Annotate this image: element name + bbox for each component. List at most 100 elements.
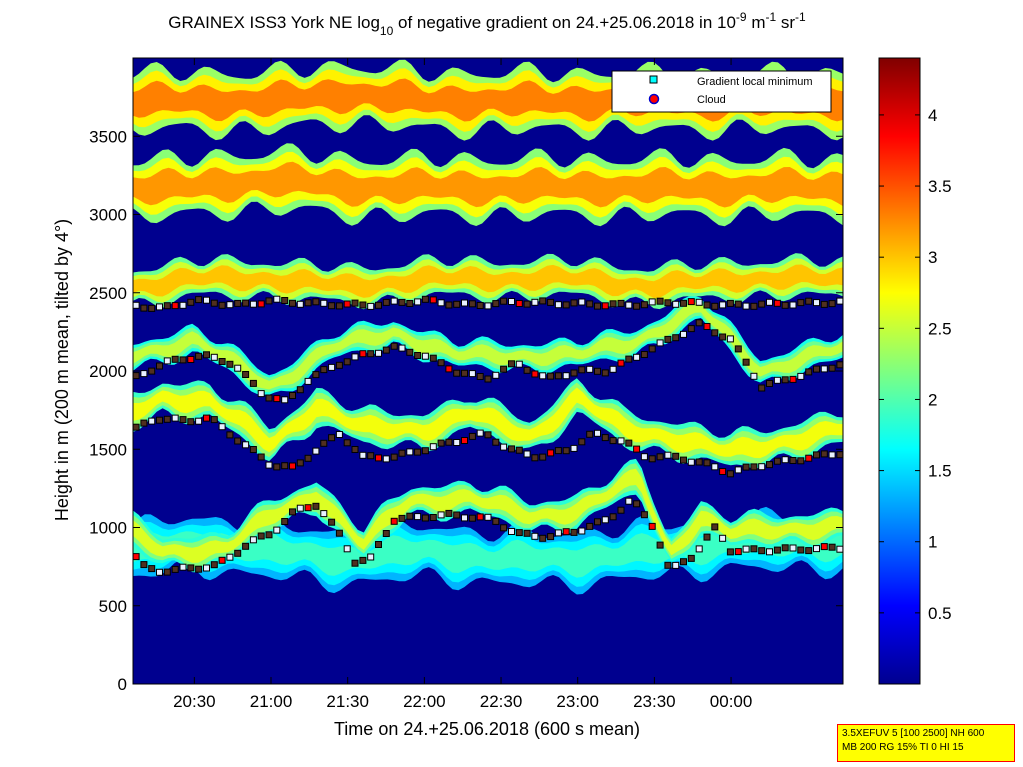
gradient-minimum-marker xyxy=(273,526,281,534)
y-tick-label: 0 xyxy=(118,675,127,694)
gradient-minimum-marker xyxy=(468,432,476,440)
gradient-minimum-marker xyxy=(328,302,336,310)
gradient-minimum-marker xyxy=(171,355,179,363)
gradient-minimum-marker xyxy=(523,450,531,458)
gradient-minimum-marker xyxy=(382,346,390,354)
gradient-minimum-marker xyxy=(726,299,734,307)
gradient-minimum-marker xyxy=(171,565,179,573)
gradient-minimum-marker xyxy=(249,536,257,544)
x-tick-label: 22:00 xyxy=(403,692,446,711)
gradient-minimum-marker xyxy=(281,462,289,470)
gradient-minimum-marker xyxy=(750,372,758,380)
gradient-minimum-marker xyxy=(539,297,547,305)
gradient-minimum-marker xyxy=(140,419,148,427)
gradient-minimum-marker xyxy=(820,450,828,458)
gradient-minimum-marker xyxy=(242,441,250,449)
gradient-minimum-marker xyxy=(554,372,562,380)
gradient-minimum-marker xyxy=(343,439,351,447)
gradient-minimum-marker xyxy=(461,299,468,307)
gradient-minimum-marker xyxy=(695,458,703,466)
gradient-minimum-marker xyxy=(226,360,234,368)
gradient-minimum-marker xyxy=(226,301,234,309)
settings-info-box: 3.5XEFUV 5 [100 2500] NH 600 MB 200 RG 1… xyxy=(837,724,1015,762)
gradient-minimum-marker xyxy=(813,299,820,307)
cloud-marker xyxy=(703,323,711,330)
gradient-minimum-marker xyxy=(343,358,351,366)
x-tick-label: 23:00 xyxy=(556,692,599,711)
gradient-minimum-marker xyxy=(335,529,343,537)
gradient-minimum-marker xyxy=(140,561,148,569)
gradient-minimum-marker xyxy=(148,304,156,312)
gradient-minimum-marker xyxy=(140,304,148,312)
gradient-minimum-marker xyxy=(554,301,562,309)
gradient-minimum-marker xyxy=(703,301,711,309)
cloud-marker xyxy=(429,296,437,304)
gradient-minimum-marker xyxy=(797,546,805,554)
gradient-minimum-marker xyxy=(539,372,547,380)
settings-line-1: 3.5XEFUV 5 [100 2500] NH 600 xyxy=(842,728,985,739)
gradient-minimum-marker xyxy=(617,437,625,445)
gradient-minimum-marker xyxy=(515,446,523,454)
gradient-minimum-marker xyxy=(766,548,773,556)
gradient-minimum-marker xyxy=(281,518,289,525)
cloud-marker xyxy=(719,468,727,475)
gradient-minimum-marker xyxy=(539,534,547,542)
gradient-minimum-marker xyxy=(296,300,304,308)
gradient-minimum-marker xyxy=(625,355,633,363)
gradient-minimum-marker xyxy=(171,414,179,422)
gradient-minimum-marker xyxy=(468,300,476,308)
gradient-minimum-marker xyxy=(742,358,750,366)
gradient-minimum-marker xyxy=(148,565,156,573)
gradient-minimum-marker xyxy=(320,299,328,307)
cloud-marker xyxy=(343,300,351,308)
gradient-minimum-marker xyxy=(570,444,578,452)
gradient-minimum-marker xyxy=(476,302,484,309)
colorbar-tick-label: 2.5 xyxy=(928,319,952,338)
heat-band-layer-3-2 xyxy=(133,302,843,390)
gradient-minimum-marker xyxy=(132,423,140,431)
gradient-minimum-marker xyxy=(719,534,727,542)
gradient-minimum-marker xyxy=(601,434,609,442)
gradient-minimum-marker xyxy=(750,545,758,553)
gradient-minimum-marker xyxy=(695,545,703,553)
x-axis-ticks: 20:30 21:00 21:30 22:00 22:30 23:00 23:30 00:00 xyxy=(173,58,752,711)
gradient-minimum-marker xyxy=(797,299,805,307)
gradient-minimum-marker xyxy=(766,298,773,306)
gradient-minimum-marker xyxy=(547,298,555,306)
gradient-minimum-marker xyxy=(359,556,367,564)
gradient-minimum-marker xyxy=(836,361,844,369)
gradient-minimum-marker xyxy=(508,298,515,305)
gradient-minimum-marker xyxy=(453,300,461,308)
gradient-minimum-marker xyxy=(195,352,203,360)
gradient-minimum-marker xyxy=(359,301,367,309)
gradient-minimum-marker xyxy=(672,452,680,460)
colorbar: 0.5 1 1.5 2 2.5 3 3.5 4 xyxy=(878,57,952,685)
gradient-minimum-marker xyxy=(242,371,250,378)
gradient-minimum-marker xyxy=(421,514,429,522)
gradient-minimum-marker xyxy=(742,545,750,553)
gradient-minimum-marker xyxy=(726,335,734,343)
gradient-minimum-marker xyxy=(758,300,766,308)
gradient-minimum-marker xyxy=(586,522,594,530)
gradient-minimum-marker xyxy=(640,351,648,358)
gradient-minimum-marker xyxy=(375,541,382,548)
gradient-minimum-marker xyxy=(234,437,242,445)
cloud-marker xyxy=(132,553,140,561)
gradient-minimum-marker xyxy=(601,369,609,377)
cloud-marker xyxy=(531,370,539,378)
legend-label-cloud: Cloud xyxy=(697,94,726,106)
gradient-minimum-marker xyxy=(406,448,414,456)
gradient-minimum-marker xyxy=(265,394,273,402)
cloud-marker xyxy=(445,365,453,373)
gradient-minimum-marker xyxy=(163,415,171,423)
legend-label-gradient-minimum: Gradient local minimum xyxy=(697,76,813,88)
gradient-minimum-marker xyxy=(781,301,789,309)
gradient-minimum-marker xyxy=(578,438,586,446)
gradient-minimum-marker xyxy=(468,514,476,522)
cloud-marker xyxy=(257,300,265,308)
cloud-marker xyxy=(773,299,781,307)
gradient-minimum-marker xyxy=(680,299,687,307)
gradient-minimum-marker xyxy=(734,300,742,308)
legend-marker-cloud xyxy=(648,93,660,105)
heat-band-layer-4-2 xyxy=(133,264,843,298)
